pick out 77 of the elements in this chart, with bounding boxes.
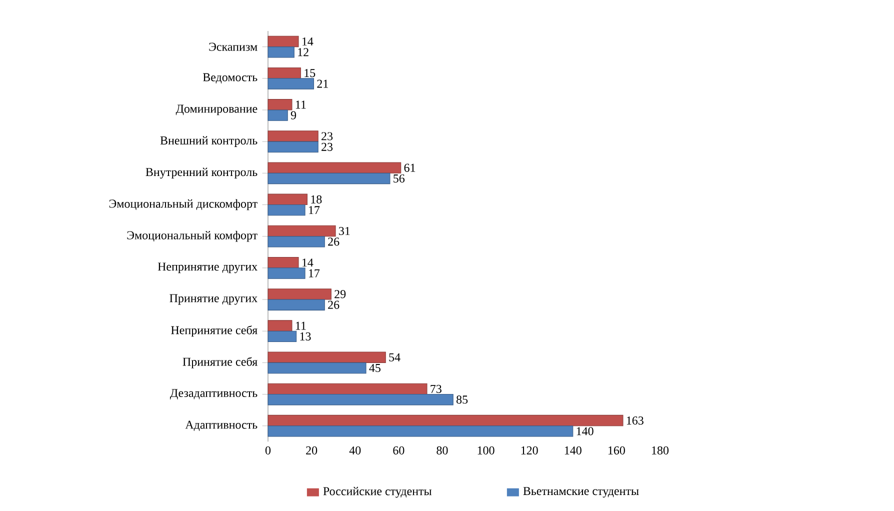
data-label: 12 bbox=[298, 48, 308, 56]
data-label: 17 bbox=[309, 206, 320, 214]
data-label: 163 bbox=[626, 416, 644, 425]
data-label: 11 bbox=[296, 100, 306, 109]
bar bbox=[268, 256, 299, 268]
bar bbox=[268, 268, 306, 279]
data-label: 26 bbox=[328, 300, 340, 309]
y-tick-label: Принятие других bbox=[170, 294, 258, 305]
data-label: 18 bbox=[311, 195, 322, 204]
bar bbox=[268, 426, 574, 437]
bar bbox=[268, 36, 299, 48]
bar bbox=[268, 288, 332, 300]
data-label: 31 bbox=[339, 226, 350, 236]
data-label: 23 bbox=[322, 132, 333, 140]
y-tick-label: Ведомость bbox=[202, 73, 258, 84]
data-label: 29 bbox=[334, 290, 346, 298]
data-label: 17 bbox=[309, 269, 320, 278]
y-tick-label: Эмоциональный комфорт bbox=[127, 230, 258, 242]
x-tick-label: 40 bbox=[349, 446, 361, 454]
bar bbox=[268, 194, 308, 206]
bar bbox=[268, 99, 292, 110]
data-label: 14 bbox=[302, 258, 314, 267]
data-label: 13 bbox=[300, 332, 311, 340]
data-label: 26 bbox=[328, 238, 340, 246]
data-label: 85 bbox=[456, 396, 468, 404]
bar bbox=[268, 78, 314, 90]
data-label: 11 bbox=[296, 322, 306, 330]
bar bbox=[268, 204, 306, 216]
data-label: 23 bbox=[322, 142, 333, 151]
data-label: 73 bbox=[430, 384, 442, 393]
x-tick-label: 20 bbox=[306, 446, 318, 454]
bar bbox=[268, 225, 336, 237]
bar bbox=[268, 299, 325, 310]
y-tick-label: Доминирование bbox=[176, 104, 258, 116]
bar bbox=[268, 394, 454, 406]
bar bbox=[268, 330, 297, 342]
x-tick-label: 100 bbox=[478, 446, 494, 454]
bar bbox=[268, 320, 292, 332]
data-label: 61 bbox=[404, 164, 416, 172]
x-tick-label: 60 bbox=[393, 446, 404, 454]
bar bbox=[268, 352, 386, 363]
y-tick-label: Адаптивность bbox=[185, 420, 258, 431]
y-tick-label: Непринятие себя bbox=[171, 326, 258, 337]
x-tick-label: 180 bbox=[652, 446, 669, 454]
data-label: 21 bbox=[317, 80, 328, 88]
x-tick-label: 120 bbox=[521, 446, 538, 454]
legend-label: Российские студенты bbox=[323, 486, 432, 498]
data-label: 56 bbox=[394, 174, 405, 183]
bar bbox=[268, 141, 318, 152]
data-label: 45 bbox=[369, 364, 380, 372]
y-tick-label: Внешний контроль bbox=[160, 136, 258, 147]
y-tick-label: Эмоциональный дискомфорт bbox=[109, 199, 258, 210]
data-label: 15 bbox=[304, 69, 316, 78]
x-tick-label: 160 bbox=[608, 446, 625, 454]
y-tick-label: Внутренний контроль bbox=[146, 168, 258, 179]
bar bbox=[268, 362, 366, 374]
bar bbox=[268, 414, 624, 426]
bar bbox=[268, 67, 301, 79]
bar bbox=[268, 236, 325, 248]
bar bbox=[268, 162, 402, 174]
y-tick-label: Дезадаптивность bbox=[170, 389, 258, 400]
bar bbox=[268, 130, 318, 142]
data-label: 140 bbox=[576, 427, 594, 436]
x-tick-label: 0 bbox=[265, 446, 271, 454]
data-label: 9 bbox=[290, 111, 296, 120]
x-tick-label: 140 bbox=[564, 446, 582, 454]
bar bbox=[268, 172, 390, 184]
y-tick-label: Эскапизм bbox=[209, 42, 258, 51]
x-tick-label: 80 bbox=[436, 446, 448, 454]
y-tick-label: Принятие себя bbox=[182, 357, 258, 368]
data-label: 54 bbox=[389, 353, 400, 362]
bar bbox=[268, 110, 288, 121]
bar bbox=[268, 383, 428, 395]
bar bbox=[268, 46, 294, 58]
legend-label: Вьетнамские студенты bbox=[523, 487, 639, 498]
y-tick-label: Непринятие других bbox=[158, 262, 258, 274]
data-label: 14 bbox=[302, 38, 314, 46]
